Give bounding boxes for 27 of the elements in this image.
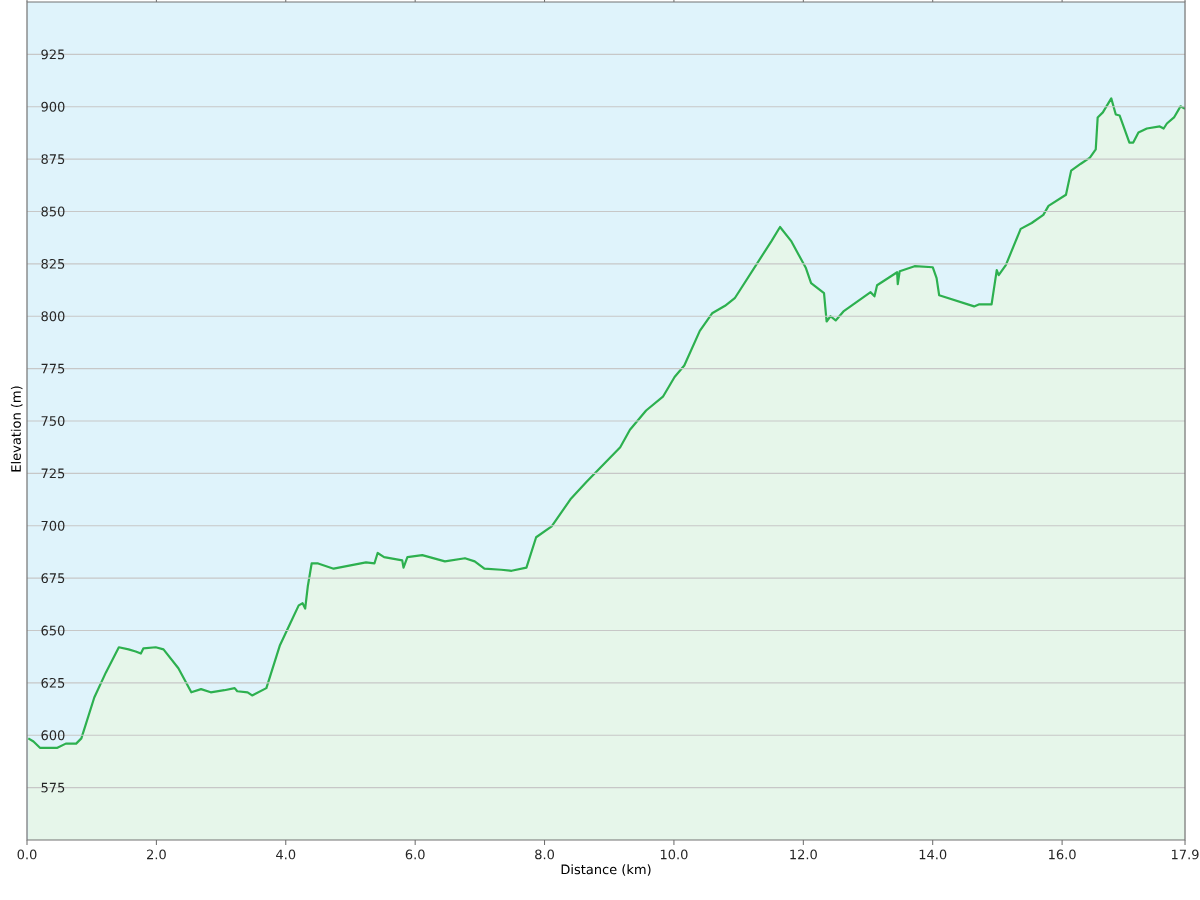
x-tick-label: 2.0: [147, 849, 166, 860]
x-tick-label: 6.0: [405, 849, 425, 860]
y-tick-label: 825: [41, 258, 65, 269]
x-tick-label: 8.0: [535, 849, 555, 860]
y-tick-label: 925: [41, 49, 65, 60]
x-tick-label: 14.0: [919, 849, 947, 860]
y-tick-label: 750: [41, 416, 65, 426]
y-tick-label: 600: [41, 730, 65, 741]
x-tick-label: 10.0: [660, 849, 688, 860]
y-tick-label: 875: [41, 154, 65, 165]
x-tick-label: 4.0: [276, 849, 296, 860]
x-axis-title: Distance (km): [561, 864, 651, 876]
x-tick-label: 0.0: [17, 849, 37, 860]
y-tick-label: 575: [41, 782, 65, 793]
y-tick-label: 775: [41, 363, 65, 374]
x-tick-label: 17.9: [1171, 849, 1199, 860]
y-tick-label: 650: [41, 625, 65, 636]
y-tick-label: 850: [41, 206, 65, 217]
y-tick-label: 725: [41, 468, 65, 479]
y-tick-label: 900: [41, 101, 65, 112]
y-tick-label: 700: [41, 520, 65, 531]
y-tick-label: 675: [41, 573, 65, 584]
y-axis-title: Elevation (m): [10, 386, 23, 472]
x-tick-label: 12.0: [790, 849, 817, 860]
y-tick-label: 625: [41, 677, 65, 688]
x-tick-label: 16.0: [1049, 849, 1076, 860]
y-tick-label: 800: [41, 311, 65, 322]
